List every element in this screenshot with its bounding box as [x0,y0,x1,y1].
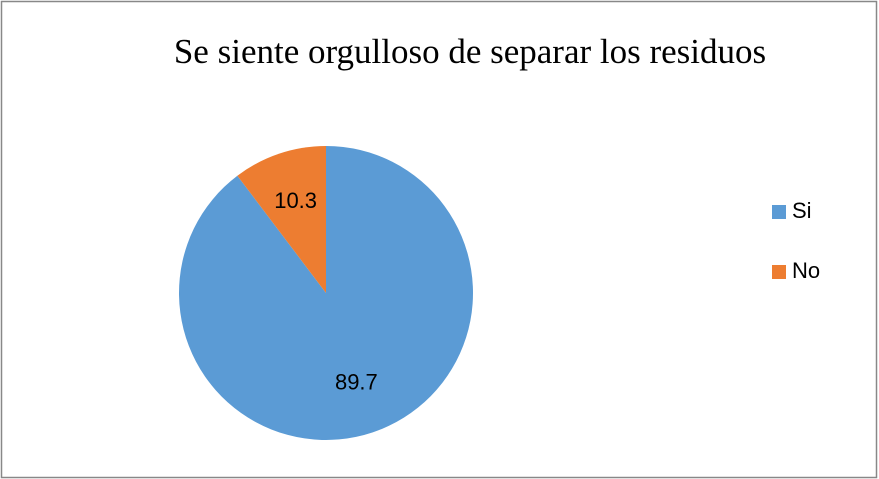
data-label: 89.7 [335,369,378,394]
legend-swatch [772,205,786,219]
legend-swatch [772,265,786,279]
data-label: 10.3 [274,188,317,213]
legend-label: No [792,258,820,283]
legend-label: Si [792,198,812,223]
pie-slice [237,146,326,293]
chart-title: Se siente orgulloso de separar los resid… [174,32,766,71]
